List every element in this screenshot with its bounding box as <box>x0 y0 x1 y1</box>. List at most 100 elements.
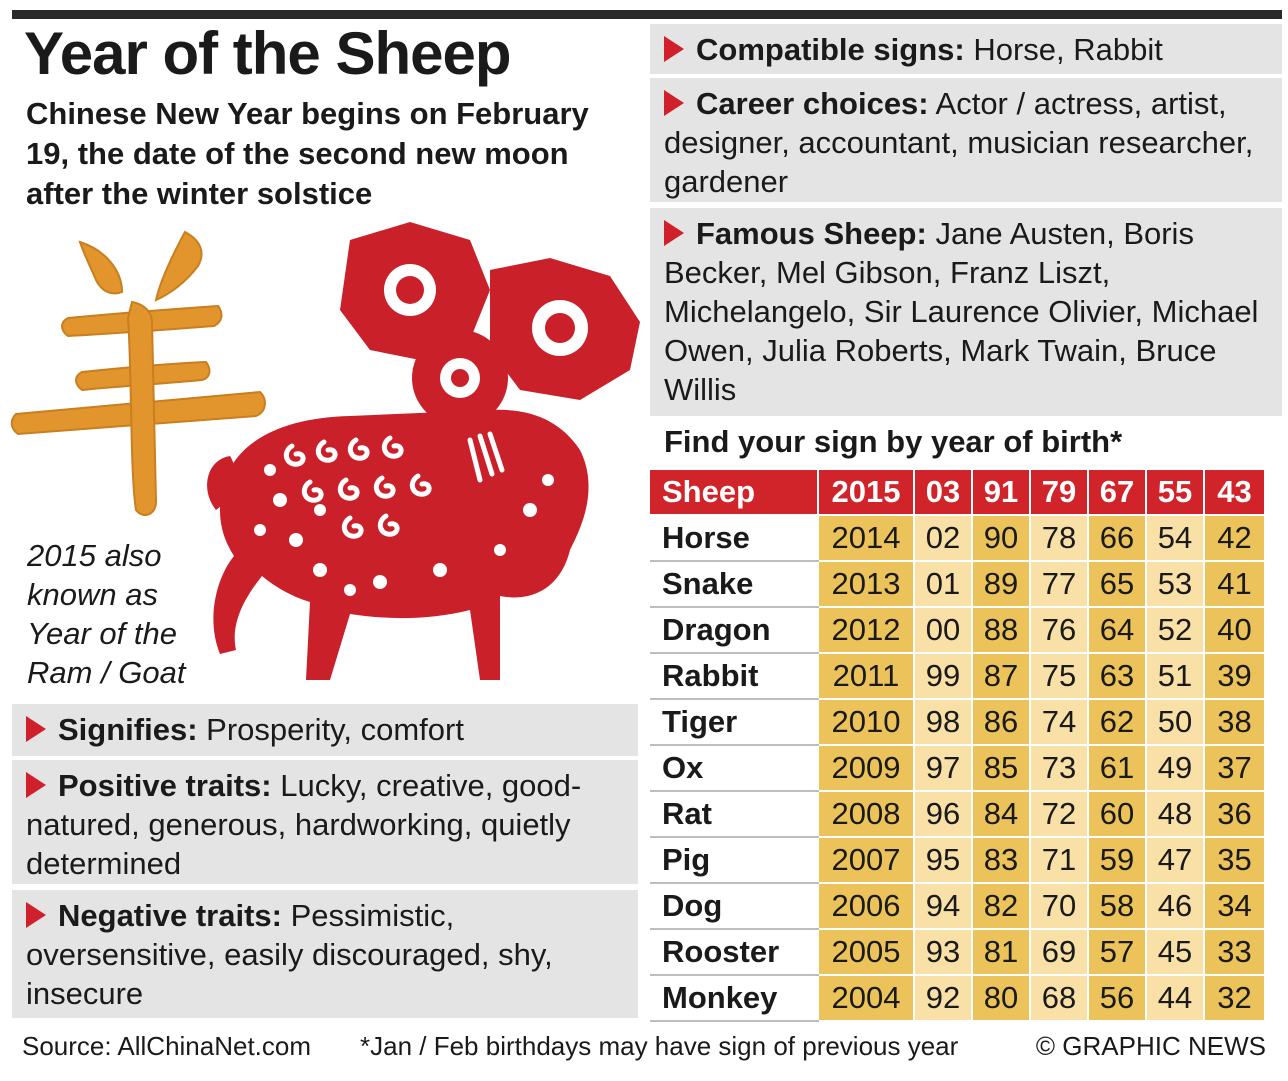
page-title: Year of the Sheep <box>24 20 511 87</box>
year-cell: 95 <box>913 837 972 884</box>
header-cell: 91 <box>971 470 1030 516</box>
year-cell: 2014 <box>817 515 914 562</box>
table-row: Rooster 2005 93 81 69 57 45 33 <box>650 929 1264 976</box>
year-cell: 86 <box>971 699 1030 746</box>
table-row: Snake 2013 01 89 77 65 53 41 <box>650 561 1264 608</box>
year-cell: 47 <box>1145 837 1204 884</box>
year-cell: 48 <box>1145 791 1204 838</box>
sign-name-cell: Rabbit <box>650 653 818 700</box>
year-cell: 77 <box>1029 561 1088 608</box>
positive-traits-text: Lucky, creative, good-natured, generous,… <box>26 768 582 881</box>
career-choices-text: Actor / actress, artist, designer, accou… <box>664 86 1254 199</box>
table-row: Monkey 2004 92 80 68 56 44 32 <box>650 975 1264 1022</box>
aka-line: known as <box>27 577 158 612</box>
table-row: Rabbit 2011 99 87 75 63 51 39 <box>650 653 1264 700</box>
compatible-signs-label: Compatible signs: <box>696 32 965 67</box>
year-cell: 84 <box>971 791 1030 838</box>
year-cell: 35 <box>1203 837 1264 884</box>
table-row: Pig 2007 95 83 71 59 47 35 <box>650 837 1264 884</box>
year-cell: 00 <box>913 607 972 654</box>
year-cell: 73 <box>1029 745 1088 792</box>
sign-name-cell: Horse <box>650 515 818 562</box>
year-cell: 2009 <box>817 745 914 792</box>
triangle-bullet-icon <box>664 90 684 116</box>
sign-name-cell: Snake <box>650 561 818 608</box>
sign-name-cell: Dragon <box>650 607 818 654</box>
sign-name-cell: Tiger <box>650 699 818 746</box>
table-row: Dragon 2012 00 88 76 64 52 40 <box>650 607 1264 654</box>
signifies-text: Prosperity, comfort <box>206 712 464 747</box>
year-cell: 54 <box>1145 515 1204 562</box>
year-cell: 87 <box>971 653 1030 700</box>
year-cell: 51 <box>1145 653 1204 700</box>
year-cell: 60 <box>1087 791 1146 838</box>
header-cell: 55 <box>1145 470 1204 516</box>
table-row: Horse 2014 02 90 78 66 54 42 <box>650 515 1264 562</box>
year-cell: 01 <box>913 561 972 608</box>
year-cell: 89 <box>971 561 1030 608</box>
year-cell: 56 <box>1087 975 1146 1022</box>
year-cell: 88 <box>971 607 1030 654</box>
year-cell: 42 <box>1203 515 1264 562</box>
subtitle: Chinese New Year begins on February 19, … <box>26 96 589 211</box>
table-header-row: Sheep 2015 03 91 79 67 55 43 <box>650 470 1264 516</box>
aka-line: 2015 also <box>27 538 162 573</box>
year-cell: 83 <box>971 837 1030 884</box>
year-cell: 75 <box>1029 653 1088 700</box>
year-cell: 49 <box>1145 745 1204 792</box>
year-cell: 80 <box>971 975 1030 1022</box>
table-row: Rat 2008 96 84 72 60 48 36 <box>650 791 1264 838</box>
year-cell: 33 <box>1203 929 1264 976</box>
year-cell: 2011 <box>817 653 914 700</box>
year-cell: 81 <box>971 929 1030 976</box>
year-cell: 94 <box>913 883 972 930</box>
famous-sheep-text: Jane Austen, Boris Becker, Mel Gibson, F… <box>664 216 1259 407</box>
year-cell: 2005 <box>817 929 914 976</box>
header-cell: 03 <box>913 470 972 516</box>
papercut-sheep-illustration-icon <box>207 222 640 680</box>
sign-name-cell: Rooster <box>650 929 818 976</box>
sign-name-cell: Rat <box>650 791 818 838</box>
year-cell: 71 <box>1029 837 1088 884</box>
year-cell: 2012 <box>817 607 914 654</box>
also-known-as-note: 2015 also known as Year of the Ram / Goa… <box>27 536 186 692</box>
triangle-bullet-icon <box>26 902 46 928</box>
triangle-bullet-icon <box>26 716 46 742</box>
famous-sheep-box: Famous Sheep: Jane Austen, Boris Becker,… <box>650 208 1282 416</box>
year-cell: 82 <box>971 883 1030 930</box>
table-heading: Find your sign by year of birth* <box>664 424 1123 459</box>
year-cell: 2006 <box>817 883 914 930</box>
year-cell: 2010 <box>817 699 914 746</box>
triangle-bullet-icon <box>664 220 684 246</box>
year-cell: 2007 <box>817 837 914 884</box>
year-cell: 65 <box>1087 561 1146 608</box>
year-cell: 70 <box>1029 883 1088 930</box>
year-cell: 02 <box>913 515 972 562</box>
career-choices-box: Career choices: Actor / actress, artist,… <box>650 78 1282 202</box>
year-cell: 57 <box>1087 929 1146 976</box>
career-choices-label: Career choices: <box>696 86 929 121</box>
table-row: Tiger 2010 98 86 74 62 50 38 <box>650 699 1264 746</box>
year-cell: 50 <box>1145 699 1204 746</box>
header-cell: 79 <box>1029 470 1088 516</box>
year-cell: 98 <box>913 699 972 746</box>
year-cell: 45 <box>1145 929 1204 976</box>
table-row: Ox 2009 97 85 73 61 49 37 <box>650 745 1264 792</box>
negative-traits-text: Pessimistic, oversensitive, easily disco… <box>26 898 553 1011</box>
year-cell: 52 <box>1145 607 1204 654</box>
famous-sheep-label: Famous Sheep: <box>696 216 927 251</box>
year-cell: 61 <box>1087 745 1146 792</box>
year-cell: 85 <box>971 745 1030 792</box>
year-cell: 97 <box>913 745 972 792</box>
year-cell: 32 <box>1203 975 1264 1022</box>
year-cell: 53 <box>1145 561 1204 608</box>
triangle-bullet-icon <box>664 36 684 62</box>
year-cell: 59 <box>1087 837 1146 884</box>
top-rule <box>12 10 1282 19</box>
year-cell: 66 <box>1087 515 1146 562</box>
sign-name-cell: Ox <box>650 745 818 792</box>
header-cell: 67 <box>1087 470 1146 516</box>
aka-line: Year of the <box>27 616 177 651</box>
positive-traits-label: Positive traits: <box>58 768 272 803</box>
compatible-signs-box: Compatible signs: Horse, Rabbit <box>650 24 1282 74</box>
